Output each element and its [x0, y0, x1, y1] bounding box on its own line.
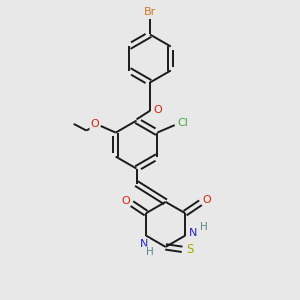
Text: Cl: Cl — [178, 118, 188, 128]
Text: S: S — [186, 243, 193, 256]
Text: N: N — [140, 239, 148, 249]
Text: H: H — [146, 247, 154, 257]
Text: N: N — [189, 228, 198, 238]
Text: O: O — [202, 195, 211, 205]
Text: O: O — [90, 119, 99, 129]
Text: O: O — [121, 196, 130, 206]
Text: Br: Br — [144, 7, 156, 17]
Text: H: H — [200, 222, 208, 232]
Text: O: O — [153, 105, 162, 115]
